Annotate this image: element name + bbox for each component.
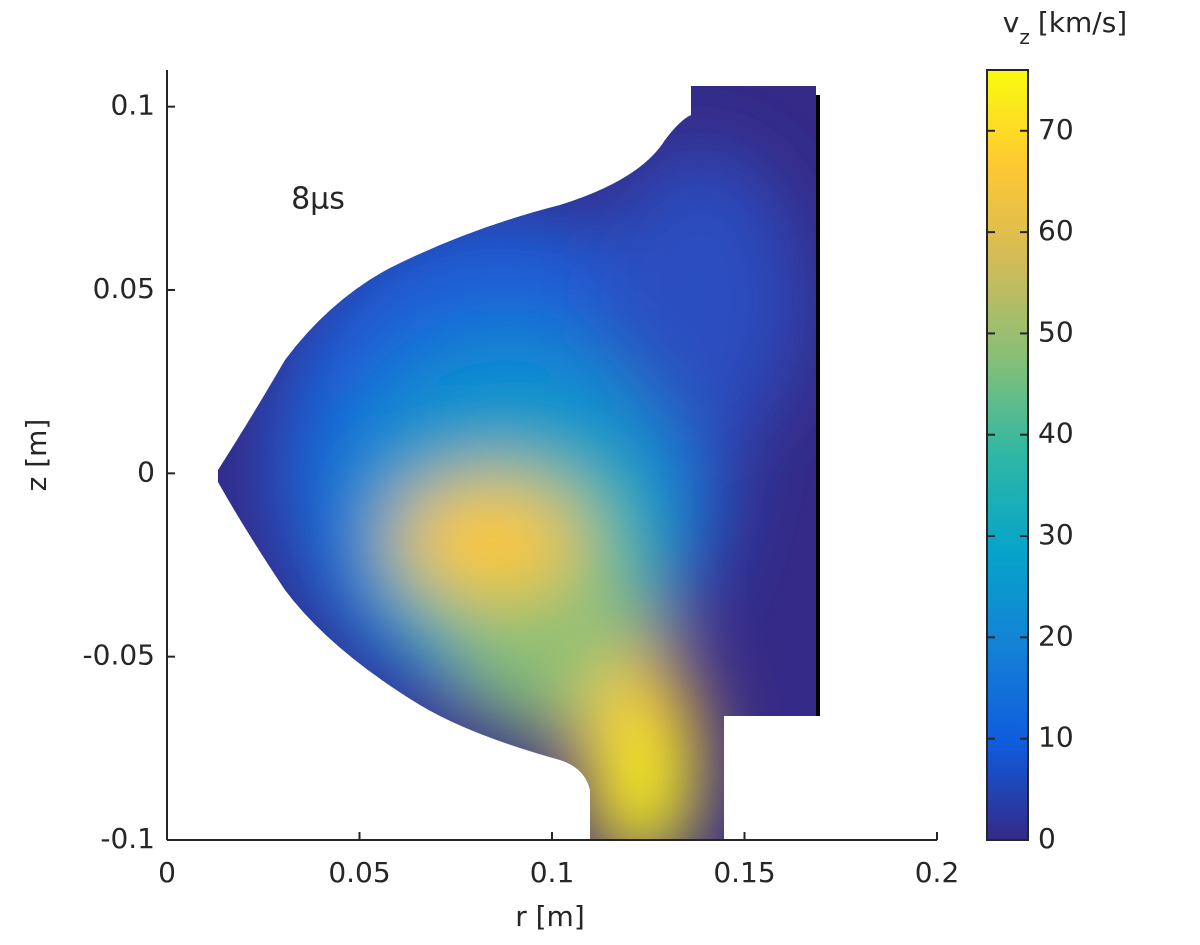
label-sub: z [1019,25,1030,49]
y-tick-label: 0.1 [110,89,155,122]
x-axis-label: r [m] [515,900,585,933]
colorbar-tick-label: 10 [1038,721,1074,754]
colorbar-tick-label: 40 [1038,417,1074,450]
y-tick-label: 0 [137,455,155,488]
colorbar-tick-label: 60 [1038,214,1074,247]
colorbar-tick-label: 70 [1038,113,1074,146]
x-tick-label: 0.1 [530,856,575,889]
label-base: v [1003,6,1020,39]
y-tick-label: -0.05 [83,639,155,672]
label-unit: [km/s] [1038,6,1127,39]
colorbar-tick-label: 20 [1038,619,1074,652]
axes: 0 0.05 0.1 0.15 0.2 -0.1 -0.05 0 0.05 0.1 0 10 20 30 4… [83,69,1074,889]
x-tick-label: 0.15 [713,856,775,889]
annotation: 8μs [291,182,345,217]
colorbar [986,69,1029,841]
y-tick-label: -0.1 [100,822,155,855]
y-axis-label: z [m] [20,419,53,492]
colorbar-tick-label: 50 [1038,315,1074,348]
colorbar-tick-label: 0 [1038,822,1056,855]
y-tick-label: 0.05 [93,272,155,305]
x-tick-label: 0 [158,856,176,889]
colorbar-tick-label: 30 [1038,518,1074,551]
x-tick-label: 0.05 [328,856,390,889]
colorbar-label: vz [km/s] [1003,6,1127,49]
x-tick-label: 0.2 [915,856,960,889]
